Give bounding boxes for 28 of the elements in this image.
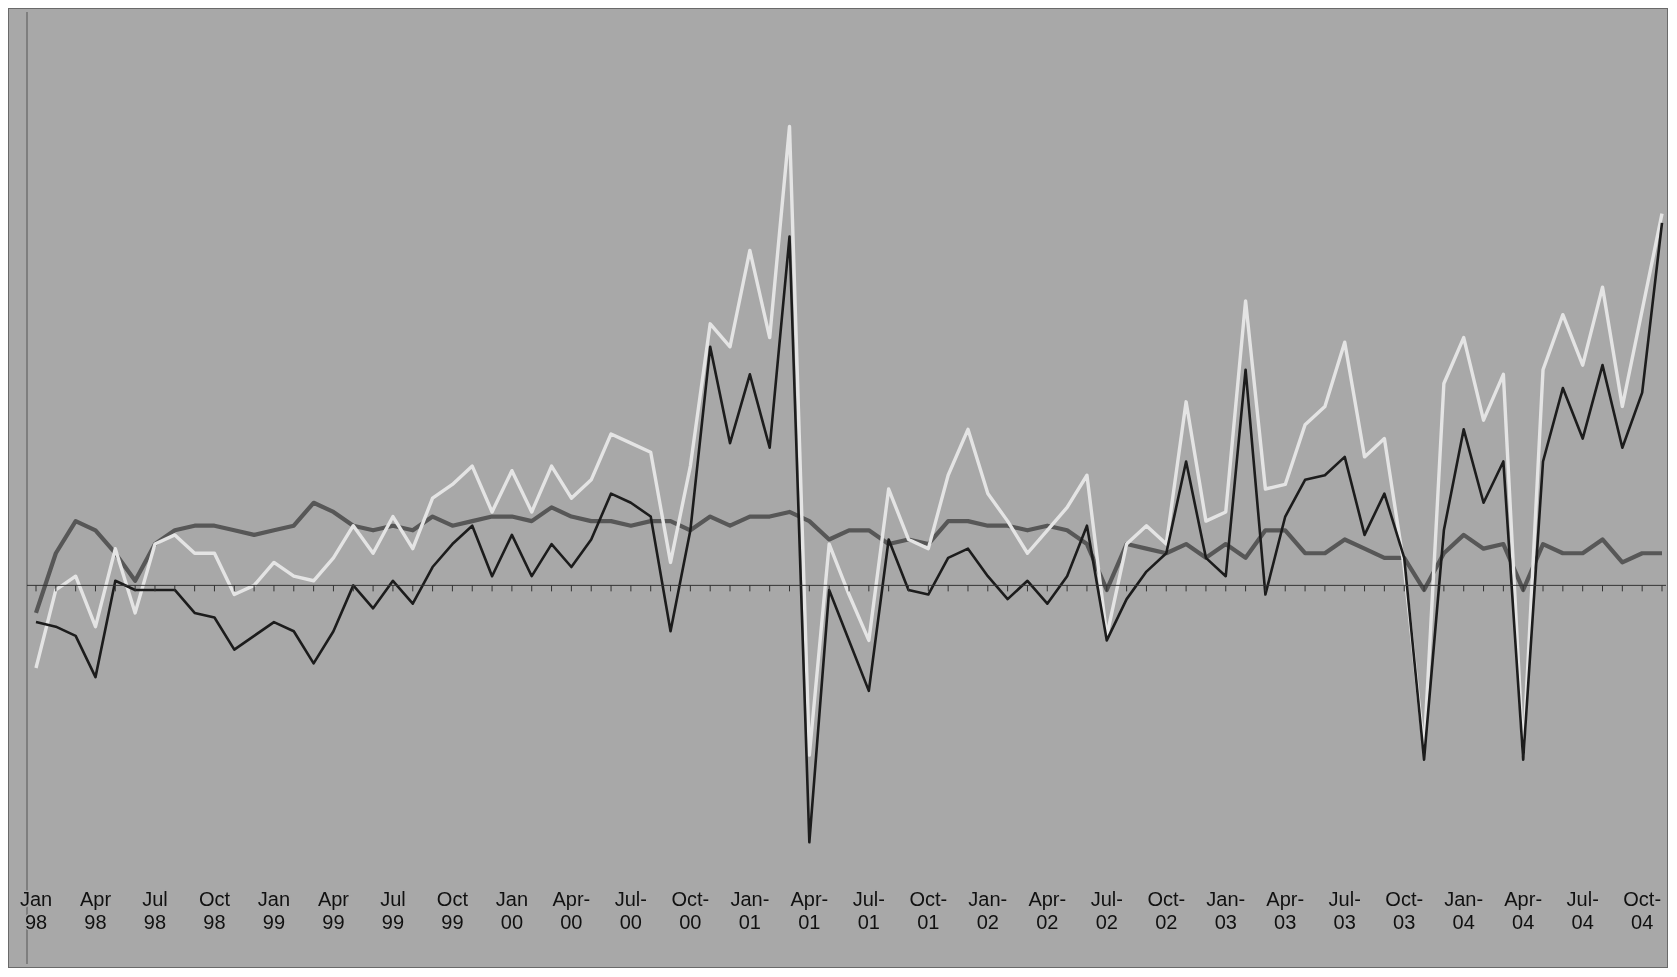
x-tick-label: Oct-02 [1147, 888, 1186, 933]
x-tick-label: Jul-04 [1566, 888, 1599, 933]
x-tick-label: Apr 98 [79, 888, 112, 933]
x-tick-label: Jan-03 [1206, 888, 1246, 933]
x-tick-label: Jul-00 [614, 888, 647, 933]
x-tick-label: Oct-01 [909, 888, 948, 933]
x-tick-label: Apr-01 [790, 888, 829, 933]
x-tick-label: Apr-02 [1028, 888, 1067, 933]
x-tick-label: Apr-04 [1504, 888, 1543, 933]
x-tick-label: Apr-00 [552, 888, 591, 933]
x-tick-label: Apr-03 [1266, 888, 1305, 933]
x-tick-label: Oct 98 [198, 888, 231, 933]
x-tick-label: Jan 98 [19, 888, 53, 933]
x-tick-label: Jan 00 [495, 888, 529, 933]
x-tick-label: Jan-02 [968, 888, 1008, 933]
x-tick-label: Oct-03 [1385, 888, 1424, 933]
x-tick-label: Jul-03 [1328, 888, 1361, 933]
x-tick-label: Apr 99 [317, 888, 350, 933]
x-tick-label: Oct-04 [1623, 888, 1662, 933]
x-tick-label: Jul-02 [1090, 888, 1123, 933]
x-tick-label: Jul 99 [380, 888, 406, 933]
x-tick-label: Jan-01 [730, 888, 770, 933]
x-tick-label: Oct 99 [436, 888, 469, 933]
x-tick-label: Jul-01 [852, 888, 885, 933]
x-tick-label: Jan 99 [257, 888, 291, 933]
x-tick-label: Jul 98 [142, 888, 168, 933]
x-tick-label: Oct-00 [671, 888, 710, 933]
x-tick-label: Jan-04 [1444, 888, 1484, 933]
